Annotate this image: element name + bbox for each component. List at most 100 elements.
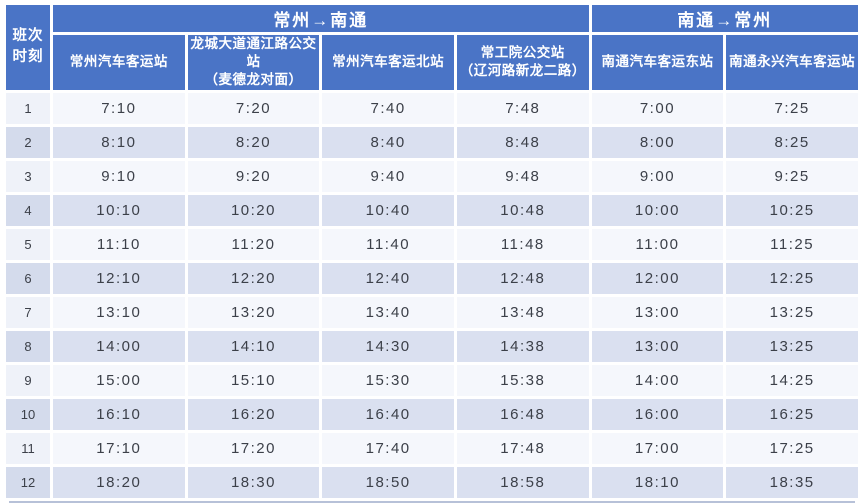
time-cell: 9:00 [591,160,724,192]
time-cell: 17:20 [187,432,320,464]
time-cell: 16:00 [591,398,724,430]
time-cell: 15:00 [53,364,185,396]
station-header-nantong-yongxing-station: 南通永兴汽车客运站 [726,35,858,90]
time-cell: 10:48 [456,194,589,226]
time-cell: 18:20 [53,466,185,498]
corner-header-line1: 班次 [12,28,44,45]
direction-header-nantong-to-changzhou: 南通→常州 [591,5,858,32]
trip-number: 4 [6,194,50,226]
time-cell: 9:25 [726,160,858,192]
table-row: 1 7:10 7:20 7:40 7:48 7:00 7:25 [6,92,858,124]
table-row: 8 14:00 14:10 14:30 14:38 13:00 13:25 [6,330,858,362]
trip-number: 7 [6,296,50,328]
station-header-changzhou-north-station: 常州汽车客运北站 [322,35,454,90]
table-row: 12 18:20 18:30 18:50 18:58 18:10 18:35 [6,466,858,498]
time-cell: 16:48 [456,398,589,430]
time-cell: 14:30 [322,330,454,362]
trip-number: 10 [6,398,50,430]
time-cell: 17:48 [456,432,589,464]
time-cell: 13:00 [591,296,724,328]
time-cell: 7:40 [322,92,454,124]
timetable-body: 1 7:10 7:20 7:40 7:48 7:00 7:25 2 8:10 8… [6,92,858,498]
time-cell: 11:20 [187,228,320,260]
time-cell: 9:10 [53,160,185,192]
time-cell: 8:10 [53,126,185,158]
trip-number: 6 [6,262,50,294]
station-header-nantong-east-station: 南通汽车客运东站 [591,35,724,90]
bus-timetable: 班次 时刻 常州→南通 南通→常州 常州汽车客运站 龙城大道通江路公交站 （麦德… [3,2,861,501]
time-cell: 14:10 [187,330,320,362]
table-bottom-edge [9,500,855,503]
trip-number: 11 [6,432,50,464]
time-cell: 10:20 [187,194,320,226]
trip-number: 5 [6,228,50,260]
time-cell: 18:35 [726,466,858,498]
trip-number: 8 [6,330,50,362]
time-cell: 8:40 [322,126,454,158]
time-cell: 8:00 [591,126,724,158]
station-header-changgongyuan-stop: 常工院公交站 （辽河路新龙二路） [456,35,589,90]
time-cell: 12:25 [726,262,858,294]
time-cell: 18:10 [591,466,724,498]
station-header-changzhou-bus-station: 常州汽车客运站 [53,35,185,90]
time-cell: 13:25 [726,330,858,362]
time-cell: 9:40 [322,160,454,192]
time-cell: 11:10 [53,228,185,260]
time-cell: 18:50 [322,466,454,498]
time-cell: 14:25 [726,364,858,396]
time-cell: 11:00 [591,228,724,260]
time-cell: 13:48 [456,296,589,328]
station-header-longcheng-tongjiang-stop: 龙城大道通江路公交站 （麦德龙对面） [187,35,320,90]
table-row: 4 10:10 10:20 10:40 10:48 10:00 10:25 [6,194,858,226]
trip-number: 1 [6,92,50,124]
time-cell: 18:58 [456,466,589,498]
time-cell: 16:20 [187,398,320,430]
corner-header-trip-time: 班次 时刻 [6,5,50,90]
trip-number: 3 [6,160,50,192]
table-row: 7 13:10 13:20 13:40 13:48 13:00 13:25 [6,296,858,328]
time-cell: 13:10 [53,296,185,328]
time-cell: 15:10 [187,364,320,396]
time-cell: 12:20 [187,262,320,294]
table-row: 3 9:10 9:20 9:40 9:48 9:00 9:25 [6,160,858,192]
corner-header-line2: 时刻 [12,49,44,66]
time-cell: 10:00 [591,194,724,226]
time-cell: 17:40 [322,432,454,464]
time-cell: 12:10 [53,262,185,294]
time-cell: 15:30 [322,364,454,396]
time-cell: 8:20 [187,126,320,158]
trip-number: 12 [6,466,50,498]
time-cell: 17:10 [53,432,185,464]
table-row: 10 16:10 16:20 16:40 16:48 16:00 16:25 [6,398,858,430]
time-cell: 14:38 [456,330,589,362]
time-cell: 10:25 [726,194,858,226]
time-cell: 8:48 [456,126,589,158]
time-cell: 16:25 [726,398,858,430]
trip-number: 9 [6,364,50,396]
time-cell: 7:25 [726,92,858,124]
table-row: 11 17:10 17:20 17:40 17:48 17:00 17:25 [6,432,858,464]
time-cell: 10:40 [322,194,454,226]
time-cell: 12:40 [322,262,454,294]
table-row: 5 11:10 11:20 11:40 11:48 11:00 11:25 [6,228,858,260]
time-cell: 7:20 [187,92,320,124]
time-cell: 9:48 [456,160,589,192]
time-cell: 7:10 [53,92,185,124]
time-cell: 11:48 [456,228,589,260]
time-cell: 18:30 [187,466,320,498]
time-cell: 8:25 [726,126,858,158]
direction-header-changzhou-to-nantong: 常州→南通 [53,5,589,32]
time-cell: 17:25 [726,432,858,464]
time-cell: 13:00 [591,330,724,362]
time-cell: 12:48 [456,262,589,294]
time-cell: 14:00 [591,364,724,396]
time-cell: 11:25 [726,228,858,260]
time-cell: 9:20 [187,160,320,192]
time-cell: 17:00 [591,432,724,464]
table-row: 9 15:00 15:10 15:30 15:38 14:00 14:25 [6,364,858,396]
time-cell: 13:40 [322,296,454,328]
time-cell: 15:38 [456,364,589,396]
time-cell: 13:20 [187,296,320,328]
time-cell: 16:40 [322,398,454,430]
time-cell: 16:10 [53,398,185,430]
